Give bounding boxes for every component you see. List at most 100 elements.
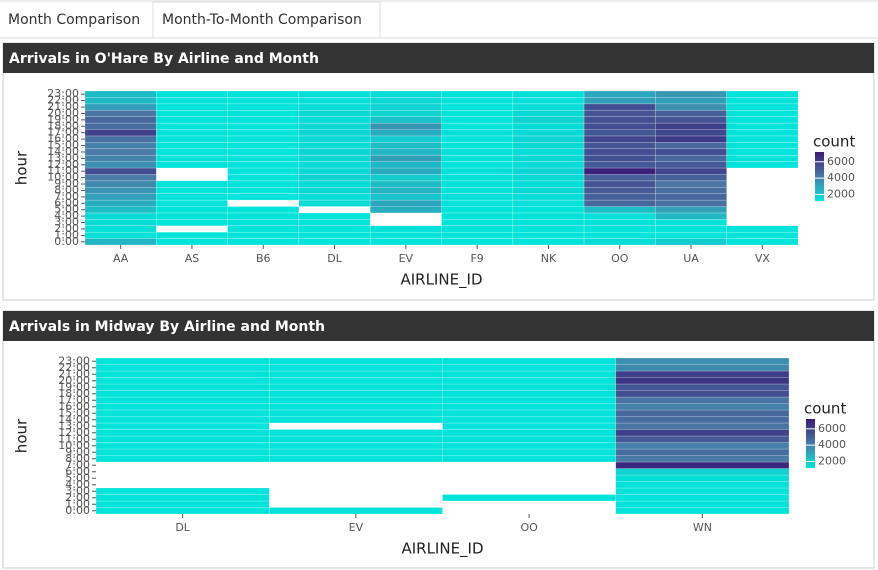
heat-cell: [156, 212, 228, 220]
y-tick-label: 16:00: [47, 132, 79, 145]
y-tick-label: 11:00: [58, 432, 90, 445]
heat-cell: [441, 167, 514, 175]
heat-cell: [227, 142, 300, 150]
y-tick-label: 22:00: [47, 94, 79, 107]
heat-cell: [156, 122, 228, 130]
y-tick-label: 13:00: [47, 151, 79, 164]
heat-cell: [441, 174, 514, 182]
heat-cell: [726, 225, 799, 233]
y-tick-label: 3:00: [65, 484, 90, 497]
heat-cell: [95, 364, 270, 372]
heat-cell: [583, 161, 656, 169]
heat-cell: [441, 116, 514, 124]
heat-cell: [369, 180, 442, 188]
heat-cell: [156, 238, 228, 246]
heat-cell: [655, 199, 728, 207]
heat-cell: [369, 103, 442, 111]
heat-cell: [442, 390, 617, 398]
heat-cell: [512, 142, 585, 150]
heat-cell: [95, 429, 270, 437]
heat-cell: [95, 403, 270, 411]
heat-cell: [512, 90, 585, 98]
heat-cell: [156, 103, 228, 111]
heat-cell: [726, 129, 799, 137]
heat-cell: [268, 455, 443, 463]
heat-cell: [441, 122, 514, 130]
heat-cell: [298, 186, 371, 194]
y-tick-label: 15:00: [47, 139, 79, 152]
y-tick-label: 17:00: [58, 393, 90, 406]
tab[interactable]: Month Comparison: [8, 12, 140, 28]
heat-cell: [655, 174, 728, 182]
heat-cell: [512, 186, 585, 194]
heat-cell: [95, 357, 270, 365]
heat-cell: [512, 238, 585, 246]
heat-cell: [95, 487, 270, 495]
heat-cell: [512, 174, 585, 182]
heat-cell: [615, 435, 790, 443]
heat-cell: [615, 422, 790, 430]
heat-cell: [726, 109, 799, 117]
heat-cell: [369, 174, 442, 182]
x-tick-label: AA: [113, 252, 129, 265]
heat-cell: [84, 238, 157, 246]
heat-cell: [227, 90, 300, 98]
heat-cell: [615, 370, 790, 378]
heat-cell: [84, 90, 157, 98]
heat-cell: [441, 199, 514, 207]
heat-cell: [268, 429, 443, 437]
colorbar: [806, 419, 815, 468]
heat-cell: [512, 103, 585, 111]
heat-cell: [369, 167, 442, 175]
heat-cell: [84, 142, 157, 150]
y-tick-label: 12:00: [47, 158, 79, 171]
heat-cell: [583, 122, 656, 130]
heat-cell: [156, 193, 228, 201]
heat-cell: [298, 225, 371, 233]
heat-cell: [583, 129, 656, 137]
heat-cell: [227, 167, 300, 175]
y-tick-label: 21:00: [58, 367, 90, 380]
heat-cell: [655, 167, 728, 175]
heat-cell: [95, 448, 270, 456]
heat-cell: [615, 500, 790, 508]
heat-cell: [615, 448, 790, 456]
heat-cell: [442, 383, 617, 391]
heat-cell: [369, 193, 442, 201]
heat-cell: [227, 180, 300, 188]
heat-cell: [84, 199, 157, 207]
heat-cell: [726, 97, 799, 105]
x-tick-label: VX: [755, 252, 771, 265]
heat-cell: [442, 403, 617, 411]
heat-cell: [441, 135, 514, 143]
heat-cell: [441, 186, 514, 194]
y-tick-label: 3:00: [54, 216, 79, 229]
colorbar-tick-label: 6000: [827, 155, 855, 168]
heat-cell: [615, 442, 790, 450]
heat-cell: [442, 409, 617, 417]
y-tick-label: 2:00: [54, 222, 79, 235]
heat-cell: [84, 225, 157, 233]
y-tick-label: 21:00: [47, 100, 79, 113]
heat-cell: [156, 97, 228, 105]
y-tick-label: 11:00: [47, 164, 79, 177]
active-tab[interactable]: [152, 1, 381, 39]
y-tick-label: 17:00: [47, 126, 79, 139]
tab[interactable]: Month-To-Month Comparison: [162, 12, 362, 28]
heat-cell: [655, 90, 728, 98]
heat-cell: [583, 206, 656, 214]
heat-cell: [227, 225, 300, 233]
heat-cell: [84, 174, 157, 182]
heat-cell: [298, 135, 371, 143]
heat-cell: [268, 507, 443, 515]
y-tick-label: 6:00: [54, 196, 79, 209]
heat-cell: [268, 403, 443, 411]
y-tick-label: 22:00: [58, 361, 90, 374]
heat-cell: [84, 206, 157, 214]
heat-cell: [583, 180, 656, 188]
heat-cell: [369, 186, 442, 194]
heat-cell: [369, 109, 442, 117]
heat-cell: [655, 142, 728, 150]
heat-cell: [442, 377, 617, 385]
